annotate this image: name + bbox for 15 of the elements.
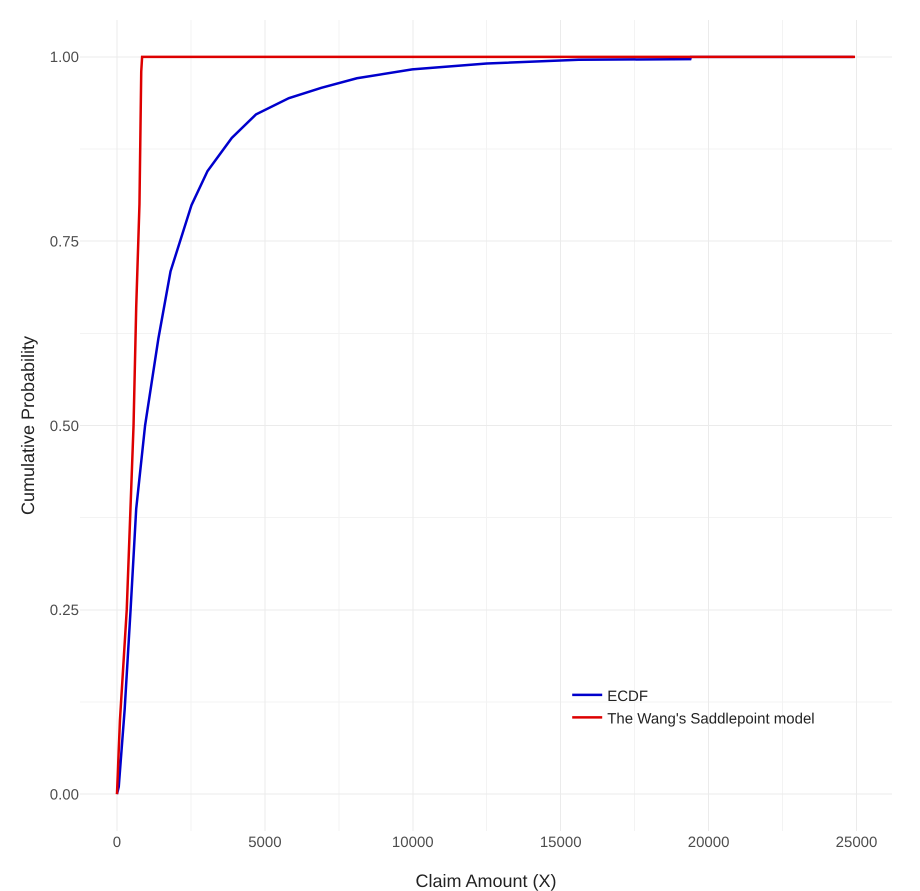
y-tick-label: 0.50 (50, 418, 79, 435)
y-axis-title: Cumulative Probability (18, 336, 38, 516)
x-tick-label: 20000 (688, 834, 730, 851)
y-tick-label: 1.00 (50, 49, 79, 66)
legend-label: The Wang's Saddlepoint model (607, 710, 815, 728)
x-tick-label: 5000 (248, 834, 282, 851)
y-tick-label: 0.25 (50, 602, 79, 620)
legend-label: ECDF (607, 688, 648, 705)
y-tick-label: 0.00 (50, 786, 79, 804)
x-tick-label: 0 (112, 834, 122, 851)
x-tick-label: 25000 (836, 834, 878, 851)
y-tick-label: 0.75 (50, 233, 79, 250)
x-tick-label: 15000 (540, 834, 582, 851)
x-tick-label: 10000 (392, 834, 434, 851)
x-axis-title: Claim Amount (X) (415, 871, 557, 891)
